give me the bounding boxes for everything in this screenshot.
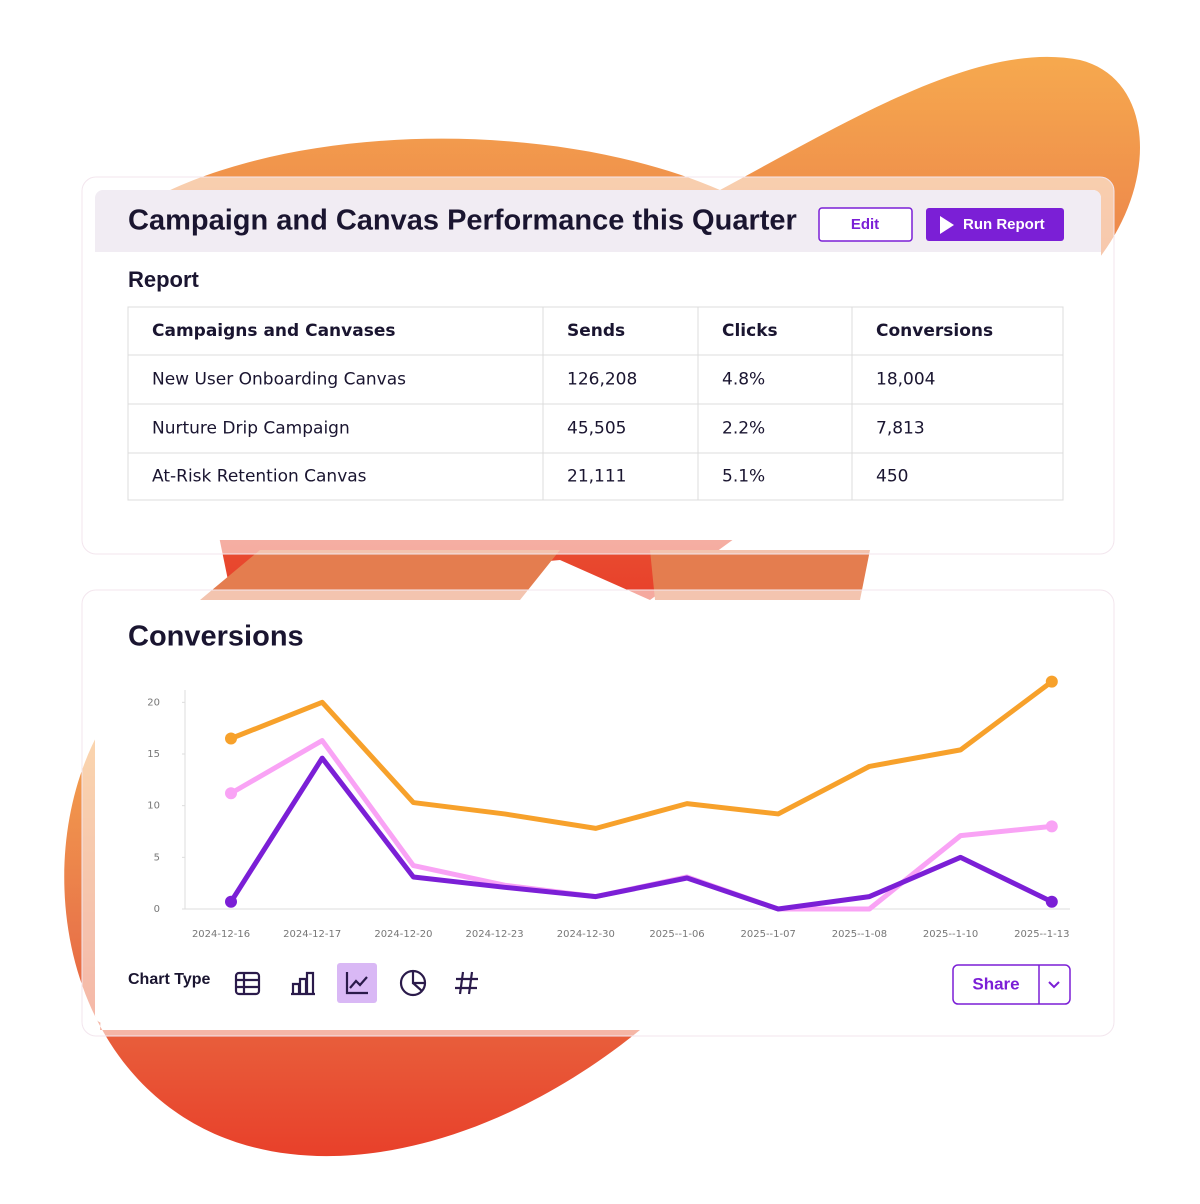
column-header: Conversions [876,321,993,341]
x-tick-label: 2025--1-10 [923,929,978,940]
series-line [230,679,1054,831]
x-tick-label: 2024-12-17 [283,929,341,940]
y-tick-label: 20 [147,697,160,708]
y-tick-label: 5 [154,852,160,863]
background-blob [64,700,640,1157]
share-button[interactable] [952,964,1071,1005]
chart-type-label: Chart Type [128,971,210,988]
report-title: Campaign and Canvas Performance this Qua… [128,205,797,237]
table-cell: 2.2% [722,419,765,439]
share-dropdown[interactable] [1048,981,1060,989]
column-header: Sends [567,321,625,341]
x-tick-label: 2024-12-20 [374,929,432,940]
y-tick-label: 10 [147,801,160,812]
end-point [1045,820,1058,833]
bar-icon[interactable] [291,971,315,996]
line-icon[interactable] [345,972,368,995]
table-cell: 5.1% [722,467,765,487]
report-heading: Report [128,267,200,292]
y-tick-label: 0 [154,904,160,915]
edit-button[interactable] [818,207,913,242]
column-header: Clicks [722,321,778,341]
end-point [1045,895,1058,908]
run-report-label[interactable]: Run Report [963,216,1045,233]
column-header: Campaigns and Canvases [152,321,395,341]
y-tick-label: 15 [147,749,160,760]
table-cell: 450 [876,467,908,487]
report-table: Campaigns and Canvases Sends Clicks Convers… [127,306,1064,501]
end-point [1045,675,1058,688]
table-cell: 4.8% [722,370,765,390]
table-cell: 18,004 [876,370,935,390]
chart-title: Conversions [128,621,304,653]
x-tick-label: 2024-12-30 [557,929,615,940]
table-cell: 126,208 [567,370,637,390]
background-blob [200,550,870,600]
x-tick-label: 2025--1-08 [832,929,887,940]
pie-icon[interactable] [399,969,427,997]
x-tick-label: 2024-12-23 [466,929,524,940]
play-icon[interactable] [940,216,954,234]
number-icon[interactable] [455,971,478,995]
end-point [225,895,237,908]
table-icon[interactable] [234,971,261,996]
chart-card [95,603,1101,1023]
table-cell: At-Risk Retention Canvas [152,467,367,487]
run-report-button[interactable] [926,208,1064,241]
x-tick-label: 2025--1-07 [741,929,796,940]
line-chart: 0 5 10 15 20 2024-12-16 2024-12-17 2024-12-20 20… [147,675,1070,940]
x-tick-label: 2025--1-06 [649,929,704,940]
table-cell: Nurture Drip Campaign [152,419,350,439]
edit-label[interactable]: Edit [851,216,879,233]
chart-type-icons [234,963,478,1003]
table-cell: New User Onboarding Canvas [152,370,406,390]
x-tick-label: 2024-12-16 [192,929,250,940]
table-cell: 21,111 [567,467,626,487]
table-cell: 7,813 [876,419,925,439]
table-cell: 45,505 [567,419,626,439]
series-line [228,755,1053,912]
end-point [225,787,237,800]
share-label[interactable]: Share [972,974,1019,993]
end-point [225,732,237,745]
x-tick-label: 2025--1-13 [1014,929,1069,940]
